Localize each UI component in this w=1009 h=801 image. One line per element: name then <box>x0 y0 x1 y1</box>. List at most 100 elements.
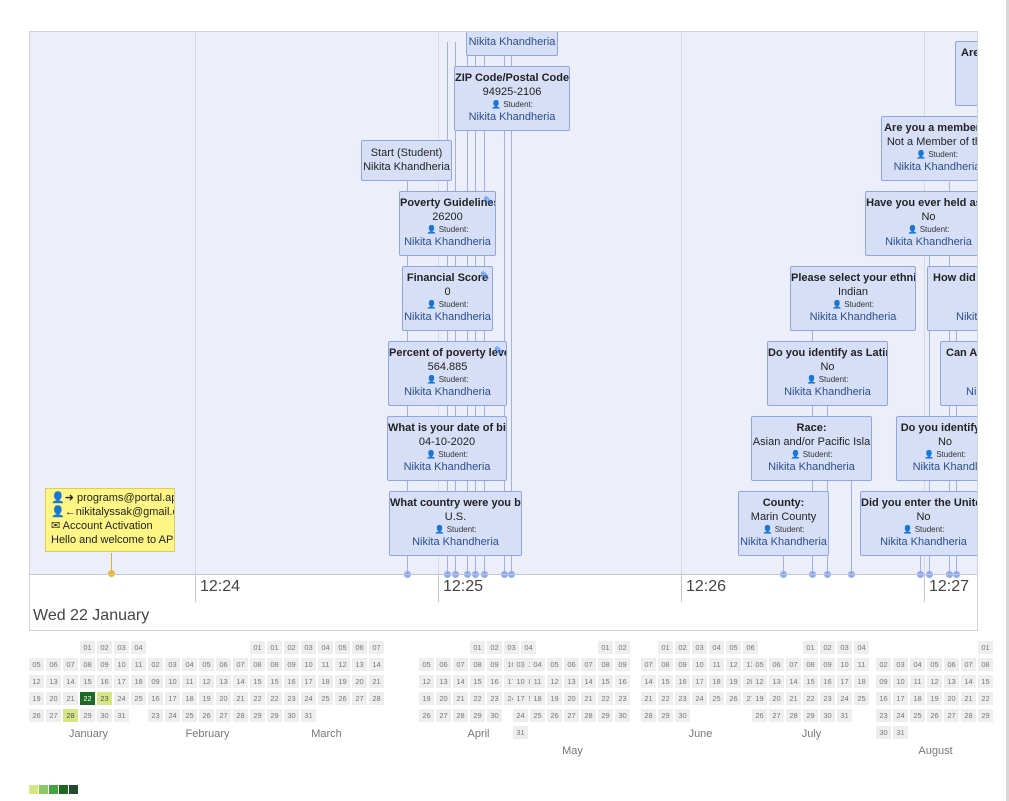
calendar-day[interactable]: 20 <box>564 692 579 705</box>
calendar-day[interactable]: 19 <box>335 675 350 688</box>
calendar-day[interactable]: 06 <box>46 658 61 671</box>
calendar-day[interactable]: 25 <box>318 692 333 705</box>
calendar-day[interactable]: 10 <box>692 658 707 671</box>
event-card[interactable]: Please select your ethnic Indian 👤 Stude… <box>790 266 916 331</box>
calendar-day[interactable]: 30 <box>97 709 112 722</box>
event-card[interactable]: Did you enter the United No 👤 Student: N… <box>860 491 977 556</box>
calendar-day[interactable]: 22 <box>267 692 282 705</box>
calendar-day[interactable]: 05 <box>419 658 434 671</box>
calendar-day[interactable]: 27 <box>436 709 451 722</box>
calendar-day[interactable]: 01 <box>598 641 613 654</box>
calendar-day[interactable]: 28 <box>63 709 78 722</box>
event-card[interactable]: ✎ Poverty Guidelines 26200 👤 Student: Ni… <box>399 191 496 256</box>
calendar-day[interactable]: 05 <box>199 658 214 671</box>
calendar-day[interactable]: 09 <box>284 658 299 671</box>
calendar-day[interactable]: 29 <box>803 709 818 722</box>
calendar-day[interactable]: 18 <box>910 692 925 705</box>
calendar-day[interactable]: 14 <box>641 675 656 688</box>
calendar-day[interactable]: 07 <box>581 658 596 671</box>
calendar-day[interactable]: 03 <box>301 641 316 654</box>
calendar-day[interactable]: 15 <box>267 675 282 688</box>
calendar-day[interactable]: 22 <box>250 692 265 705</box>
student-name[interactable]: Nikita Khandheria <box>404 386 491 398</box>
calendar-day[interactable]: 04 <box>521 641 536 654</box>
calendar-day[interactable]: 02 <box>148 658 163 671</box>
calendar-day[interactable]: 24 <box>893 709 908 722</box>
calendar-day[interactable]: 12 <box>199 675 214 688</box>
calendar-day[interactable]: 08 <box>598 658 613 671</box>
calendar-day[interactable]: 03 <box>837 641 852 654</box>
calendar-day[interactable]: 09 <box>97 658 112 671</box>
student-name[interactable]: Nikita Khandheria <box>784 386 871 398</box>
calendar-day[interactable]: 29 <box>80 709 95 722</box>
calendar-day[interactable]: 11 <box>182 675 197 688</box>
calendar-day[interactable]: 04 <box>182 658 197 671</box>
calendar-day[interactable]: 05 <box>927 658 942 671</box>
calendar-day[interactable]: 03 <box>692 641 707 654</box>
calendar-day[interactable]: 14 <box>961 675 976 688</box>
calendar-day[interactable]: 10 <box>114 658 129 671</box>
calendar-day[interactable]: 24 <box>692 692 707 705</box>
calendar-day[interactable]: 01 <box>803 641 818 654</box>
calendar-day[interactable]: 11 <box>530 675 545 688</box>
calendar-day[interactable]: 07 <box>369 641 384 654</box>
calendar-day[interactable]: 01 <box>250 641 265 654</box>
calendar-day[interactable]: 20 <box>46 692 61 705</box>
calendar-day[interactable]: 30 <box>675 709 690 722</box>
calendar-day[interactable]: 13 <box>46 675 61 688</box>
event-card[interactable]: Do you identify as Latin( No 👤 Student: … <box>767 341 888 406</box>
event-card[interactable]: County: Marin County 👤 Student: Nikita K… <box>738 491 829 556</box>
calendar-day[interactable]: 24 <box>165 709 180 722</box>
calendar-day[interactable]: 12 <box>726 658 741 671</box>
calendar-day[interactable]: 24 <box>114 692 129 705</box>
calendar-day[interactable]: 08 <box>658 658 673 671</box>
event-card[interactable]: ZIP Code/Postal Code: 94925-2106 👤 Stude… <box>454 66 570 131</box>
calendar-day[interactable]: 02 <box>876 658 891 671</box>
calendar-day[interactable]: 27 <box>352 692 367 705</box>
calendar-day[interactable]: 02 <box>615 641 630 654</box>
calendar-day[interactable]: 28 <box>786 709 801 722</box>
calendar-day[interactable]: 30 <box>284 709 299 722</box>
calendar-day[interactable]: 29 <box>250 709 265 722</box>
calendar-day[interactable]: 30 <box>487 709 502 722</box>
calendar-day[interactable]: 25 <box>854 692 869 705</box>
pencil-icon[interactable]: ✎ <box>493 344 504 358</box>
calendar-day[interactable]: 12 <box>335 658 350 671</box>
calendar-day[interactable]: 23 <box>487 692 502 705</box>
calendar-day[interactable]: 22 <box>80 692 95 705</box>
calendar-day[interactable]: 23 <box>876 709 891 722</box>
calendar-day[interactable]: 13 <box>564 675 579 688</box>
calendar-day[interactable]: 31 <box>837 709 852 722</box>
calendar-day[interactable]: 10 <box>893 675 908 688</box>
calendar-day[interactable]: 11 <box>709 658 724 671</box>
calendar-day[interactable]: 26 <box>419 709 434 722</box>
calendar-day[interactable]: 06 <box>216 658 231 671</box>
event-card[interactable]: ✎ Percent of poverty level 564.885 👤 Stu… <box>388 341 507 406</box>
calendar-day[interactable]: 10 <box>301 658 316 671</box>
calendar-day[interactable]: 17 <box>165 692 180 705</box>
calendar-day[interactable]: 31 <box>114 709 129 722</box>
student-name[interactable]: Nikita Khandheria <box>412 536 499 548</box>
calendar-day[interactable]: 09 <box>615 658 630 671</box>
student-name[interactable]: Nikita Khandl <box>912 461 978 473</box>
calendar-day[interactable]: 15 <box>658 675 673 688</box>
calendar-day[interactable]: 27 <box>564 709 579 722</box>
calendar-day[interactable]: 26 <box>927 709 942 722</box>
calendar-day[interactable]: 02 <box>820 641 835 654</box>
calendar-day[interactable]: 19 <box>726 675 741 688</box>
calendar-day[interactable]: 09 <box>675 658 690 671</box>
calendar-day[interactable]: 12 <box>419 675 434 688</box>
calendar-day[interactable]: 05 <box>335 641 350 654</box>
calendar-day[interactable]: 06 <box>352 641 367 654</box>
calendar-day[interactable]: 12 <box>547 675 562 688</box>
calendar-day[interactable]: 15 <box>470 675 485 688</box>
calendar-day[interactable]: 26 <box>547 709 562 722</box>
calendar-day[interactable]: 06 <box>769 658 784 671</box>
calendar-day[interactable]: 06 <box>944 658 959 671</box>
student-name[interactable]: Nikita Khandheria <box>809 311 897 323</box>
calendar-day[interactable]: 18 <box>182 692 197 705</box>
calendar-day[interactable]: 12 <box>752 675 767 688</box>
student-name[interactable]: Ni <box>966 386 977 398</box>
calendar-day[interactable]: 13 <box>769 675 784 688</box>
calendar-day[interactable]: 02 <box>675 641 690 654</box>
